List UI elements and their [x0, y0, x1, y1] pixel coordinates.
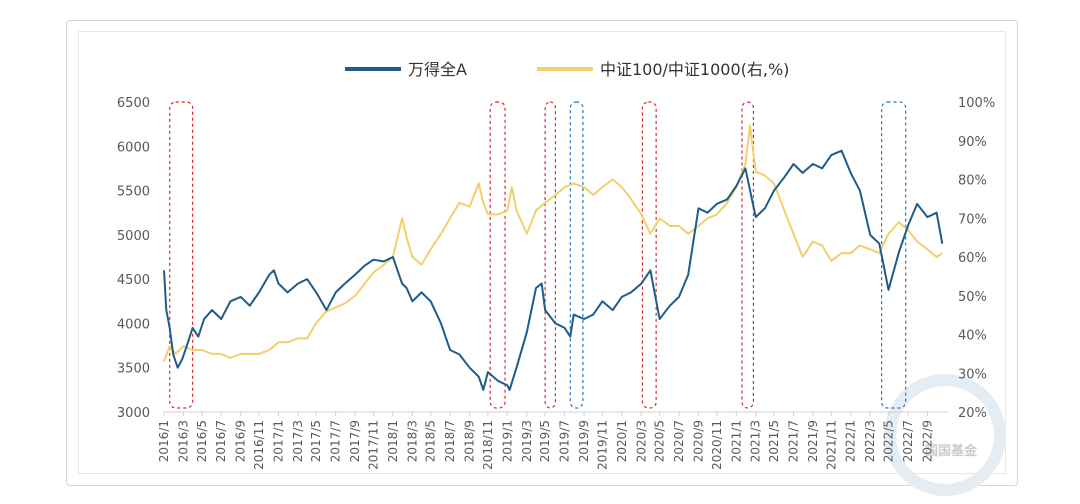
x-tick-label: 2017/11	[366, 420, 380, 470]
series-line-1	[163, 149, 944, 391]
x-tick-label: 2022/5	[881, 420, 895, 462]
x-tick-label: 2018/3	[405, 420, 419, 462]
x-tick-label: 2019/3	[520, 420, 534, 462]
x-tick-label: 2016/9	[234, 420, 248, 462]
x-tick-label: 2019/9	[577, 420, 591, 462]
highlight-window	[569, 101, 584, 409]
highlight-window	[881, 101, 907, 409]
x-tick-label: 2018/5	[424, 420, 438, 462]
chart-inner-frame	[78, 31, 1006, 474]
x-tick-label: 2021/7	[786, 420, 800, 462]
x-tick-label: 2021/3	[749, 420, 763, 462]
x-tick-label: 2016/7	[214, 420, 228, 462]
legend-label-series-2: 中证100/中证1000(右,%)	[600, 60, 789, 79]
x-tick-label: 2020/11	[710, 420, 724, 470]
x-tick-label: 2017/1	[271, 420, 285, 462]
x-tick-label: 2020/1	[615, 420, 629, 462]
y-right-tick-label: 90%	[958, 135, 987, 150]
highlight-window	[489, 101, 506, 409]
x-tick-label: 2019/7	[558, 420, 572, 462]
x-tick-label: 2016/11	[252, 420, 266, 470]
x-tick-label: 2017/7	[329, 420, 343, 462]
y-right-tick-label: 30%	[958, 367, 987, 382]
x-tick-label: 2020/9	[691, 420, 705, 462]
series-line-2	[163, 124, 943, 362]
chart-outer-frame	[66, 20, 1018, 486]
x-tick-label: 2022/3	[863, 420, 877, 462]
x-tick-label: 2016/5	[195, 420, 209, 462]
x-tick-label: 2022/1	[844, 420, 858, 462]
watermark-logo: 国国基金	[884, 374, 1006, 496]
y-right-tick-label: 60%	[958, 251, 987, 266]
y-left-tick-label: 4000	[117, 317, 150, 332]
watermark-text: 国国基金	[925, 443, 978, 459]
y-left-tick-label: 6000	[117, 140, 150, 155]
x-tick-label: 2022/9	[920, 420, 934, 462]
x-tick-label: 2022/7	[901, 420, 915, 462]
x-tick-label: 2019/11	[595, 420, 609, 470]
y-right-tick-label: 20%	[958, 406, 987, 421]
y-right-tick-label: 70%	[958, 212, 987, 227]
x-tick-label: 2020/3	[634, 420, 648, 462]
x-tick-label: 2018/1	[386, 420, 400, 462]
x-tick-label: 2020/7	[672, 420, 686, 462]
y-left-tick-label: 5000	[117, 229, 150, 244]
x-tick-label: 2021/9	[806, 420, 820, 462]
x-tick-label: 2018/7	[443, 420, 457, 462]
y-left-tick-label: 5500	[117, 185, 150, 200]
x-tick-label: 2016/1	[157, 420, 171, 462]
x-tick-label: 2021/5	[767, 420, 781, 462]
highlight-window	[741, 101, 755, 409]
x-tick-label: 2017/5	[309, 420, 323, 462]
x-tick-label: 2021/11	[824, 420, 838, 470]
x-tick-label: 2018/9	[463, 420, 477, 462]
legend-label-series-1: 万得全A	[408, 60, 467, 79]
y-left-tick-label: 3000	[117, 406, 150, 421]
x-tick-label: 2017/9	[348, 420, 362, 462]
highlight-window	[641, 101, 657, 409]
y-right-tick-label: 40%	[958, 329, 987, 344]
chart-legend: 万得全A 中证100/中证1000(右,%)	[345, 60, 789, 79]
y-right-tick-label: 50%	[958, 290, 987, 305]
y-left-tick-label: 4500	[117, 273, 150, 288]
x-tick-label: 2016/3	[176, 420, 190, 462]
y-right-tick-label: 80%	[958, 174, 987, 189]
y-left-tick-label: 6500	[117, 96, 150, 111]
y-left-tick-label: 3500	[117, 362, 150, 377]
x-tick-label: 2021/1	[729, 420, 743, 462]
x-tick-label: 2019/1	[500, 420, 514, 462]
y-right-tick-label: 100%	[958, 96, 995, 111]
x-tick-label: 2018/11	[481, 420, 495, 470]
x-tick-label: 2019/5	[538, 420, 552, 462]
x-tick-label: 2020/5	[653, 420, 667, 462]
x-tick-label: 2017/3	[291, 420, 305, 462]
highlight-window	[544, 101, 557, 409]
